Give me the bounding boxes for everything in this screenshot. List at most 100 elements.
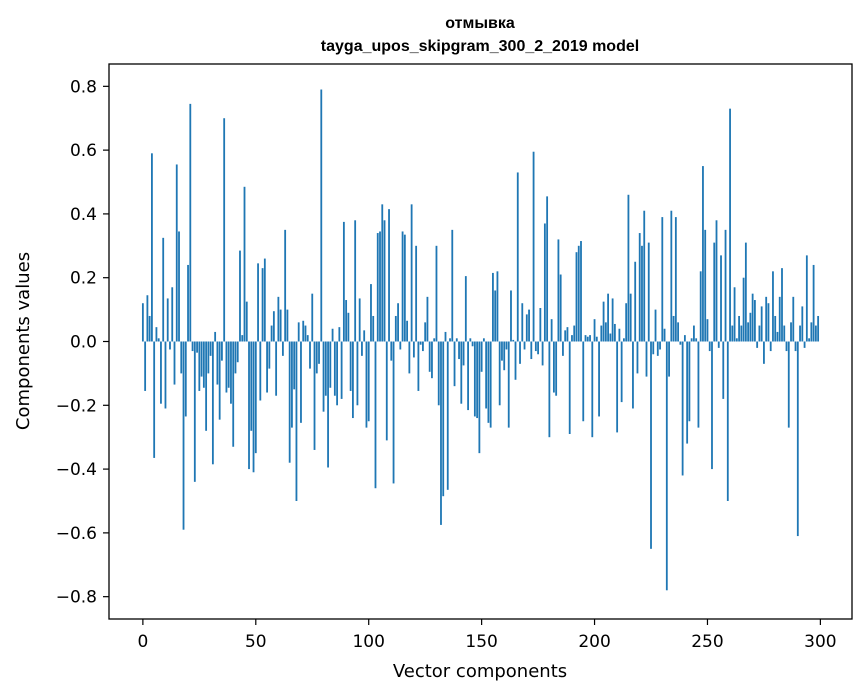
bar [656,341,659,356]
bar [537,341,539,355]
bar [769,341,772,352]
bar [663,328,666,342]
bar [175,164,178,342]
bar [620,341,623,403]
bar [455,338,458,342]
bar [322,341,325,412]
bar [189,103,192,342]
bar [419,341,422,345]
bar [742,277,745,342]
bar [354,220,357,342]
bar [406,320,409,342]
bar [487,341,490,423]
bar [794,341,797,352]
bar [261,268,264,342]
bar [464,276,467,342]
y-tick-label: −0.4 [56,460,97,480]
bar [546,196,549,342]
bar [744,242,747,342]
bar [178,231,180,342]
bar [318,341,320,364]
bar [785,341,788,352]
bar [266,341,268,393]
bar [740,325,743,342]
bar [440,341,442,525]
bar [496,271,499,342]
bar [796,341,799,537]
bar [492,272,494,342]
bar [781,268,783,342]
x-tick-label: 0 [137,632,148,652]
bar [232,341,235,447]
bar [817,315,820,342]
bar [548,341,551,438]
bar [162,237,165,342]
y-tick-label: 0.0 [70,333,97,353]
x-tick-label: 100 [352,632,384,652]
bar [408,341,411,374]
bar [582,341,585,422]
bar [336,341,338,406]
bar [772,271,774,342]
bar [776,331,779,342]
bar [559,274,562,342]
bar [471,341,474,347]
bar [153,341,156,458]
bar [166,298,169,342]
bar [223,118,226,342]
bar [758,325,761,342]
bar [507,341,510,428]
bar [731,325,734,342]
bar [482,338,485,342]
bar [205,341,208,431]
bar [446,341,449,490]
bar [268,341,271,369]
bar [442,341,445,497]
bar [300,341,302,423]
bar [403,234,406,342]
bar [200,341,203,377]
bar [514,341,517,380]
bar [735,338,738,342]
bar [600,325,603,342]
x-tick-label: 200 [578,632,610,652]
bar [431,341,433,379]
bar [157,338,160,342]
bar [281,341,284,356]
bar [435,245,438,342]
bar [738,315,740,342]
y-tick-label: 0.4 [70,205,97,225]
bar [234,341,237,374]
bar [722,341,725,399]
bar [528,309,530,342]
bar [279,309,282,342]
bar [392,341,395,484]
bar [543,223,546,342]
bar [151,153,153,342]
bar [248,341,250,470]
bar [372,315,375,342]
bar [711,341,713,470]
bar [388,209,390,342]
bar [221,341,223,361]
bar [173,341,176,385]
bar [478,341,481,454]
bar [652,341,655,355]
bar [198,341,201,391]
bar [525,314,528,342]
bar [309,341,311,369]
y-axis-ticks: 0.8 0.6 0.4 0.2 0.0 −0.2 −0.4 −0.6 −0.8 [56,77,109,608]
bar [331,328,334,342]
bar [315,341,318,374]
bar [340,341,343,399]
bar [672,315,675,342]
bar [284,229,287,342]
bar [598,341,600,417]
y-axis-label: Components values [13,252,34,430]
bar [629,293,632,342]
bar [756,341,759,348]
bar [530,341,533,360]
bar [160,341,162,404]
bar [681,341,684,476]
